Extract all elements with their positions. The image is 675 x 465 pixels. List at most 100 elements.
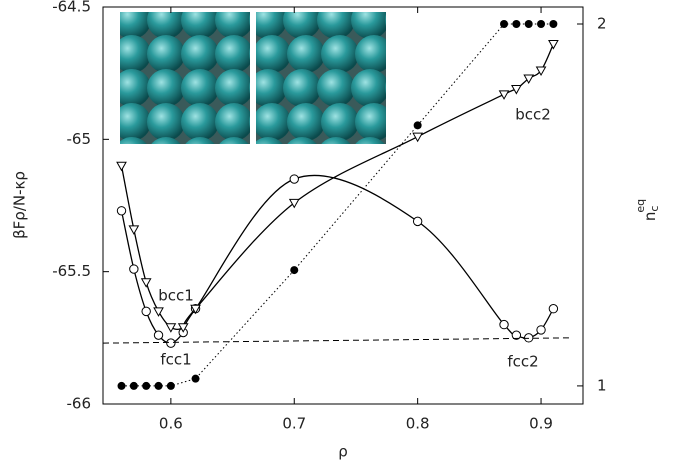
sphere	[181, 137, 219, 175]
marker	[290, 266, 298, 274]
marker	[549, 20, 557, 28]
sphere	[147, 137, 185, 175]
sphere	[385, 69, 423, 107]
marker	[154, 308, 163, 316]
y-axis-label: βFρ/N-κρ	[11, 171, 29, 239]
inset-images	[79, 0, 427, 175]
marker	[167, 382, 175, 390]
sphere	[389, 0, 427, 5]
y-tick-label: -65.5	[52, 262, 91, 280]
sphere	[253, 103, 291, 141]
sphere	[147, 35, 185, 73]
sphere	[351, 69, 389, 107]
y-tick-label: -64.5	[52, 0, 91, 16]
sphere	[249, 69, 287, 107]
marker	[192, 375, 200, 383]
marker	[129, 226, 138, 234]
sphere	[181, 69, 219, 107]
marker	[166, 324, 175, 332]
sphere	[147, 103, 185, 141]
y2-tick-label: 1	[597, 376, 607, 394]
marker	[549, 305, 557, 313]
sphere	[181, 35, 219, 73]
sphere	[317, 69, 355, 107]
sphere	[215, 0, 253, 5]
y-tick-label: -66	[67, 395, 92, 413]
x-tick-label: 0.9	[529, 415, 553, 433]
inset	[79, 0, 287, 175]
sphere	[253, 35, 291, 73]
marker	[167, 339, 175, 347]
sphere	[249, 137, 287, 175]
marker	[500, 20, 508, 28]
sphere	[351, 137, 389, 175]
sphere	[321, 0, 359, 5]
marker	[118, 382, 126, 390]
sphere	[287, 103, 325, 141]
sphere	[287, 35, 325, 73]
sphere	[113, 35, 151, 73]
sphere	[321, 35, 359, 73]
sphere	[249, 0, 287, 5]
marker	[512, 20, 520, 28]
sphere	[283, 137, 321, 175]
sphere	[147, 0, 185, 5]
sphere	[215, 137, 253, 175]
sphere	[355, 35, 393, 73]
sphere	[287, 0, 325, 5]
marker	[142, 279, 151, 287]
y2-label-sup: eq	[634, 199, 647, 213]
sphere	[113, 103, 151, 141]
marker	[290, 175, 298, 183]
sphere	[181, 0, 219, 5]
marker	[154, 331, 162, 339]
sphere	[79, 69, 117, 107]
annotation: bcc1	[158, 287, 194, 305]
sphere	[355, 103, 393, 141]
marker	[130, 265, 138, 273]
marker	[142, 307, 150, 315]
x-tick-label: 0.8	[406, 415, 430, 433]
sphere	[385, 137, 423, 175]
chart: βFρ/N-κρ ρ nceq 0.6 0.7 0.8 0.9 -66 -65.5 -65 -…	[0, 0, 675, 465]
marker	[500, 320, 508, 328]
x-axis-label: ρ	[338, 443, 348, 461]
marker	[413, 133, 422, 141]
y2-axis-label: nceq	[634, 199, 661, 221]
annotation: fcc1	[160, 351, 191, 369]
sphere	[283, 69, 321, 107]
sphere	[113, 69, 151, 107]
sphere	[215, 103, 253, 141]
sphere	[181, 103, 219, 141]
sphere	[215, 35, 253, 73]
marker	[117, 162, 126, 170]
sphere	[113, 137, 151, 175]
marker	[537, 20, 545, 28]
marker	[414, 121, 422, 129]
sphere	[147, 69, 185, 107]
marker	[117, 207, 125, 215]
marker	[155, 382, 163, 390]
sphere	[253, 0, 291, 5]
y2-tick-label: 2	[597, 15, 607, 33]
sphere	[355, 0, 393, 5]
sphere	[389, 35, 427, 73]
annotation: bcc2	[515, 106, 551, 124]
sphere	[79, 35, 117, 73]
marker	[413, 217, 421, 225]
marker	[130, 382, 138, 390]
sphere	[321, 103, 359, 141]
marker	[142, 382, 150, 390]
y2-label-sub: c	[648, 206, 661, 212]
x-tick-label: 0.7	[282, 415, 306, 433]
marker	[525, 20, 533, 28]
y-tick-label: -65	[67, 130, 92, 148]
sphere	[215, 69, 253, 107]
marker	[500, 91, 509, 99]
annotation: fcc2	[507, 353, 538, 371]
marker	[537, 326, 545, 334]
sphere	[219, 0, 257, 5]
sphere	[113, 0, 151, 5]
marker	[549, 41, 558, 49]
x-tick-label: 0.6	[159, 415, 183, 433]
